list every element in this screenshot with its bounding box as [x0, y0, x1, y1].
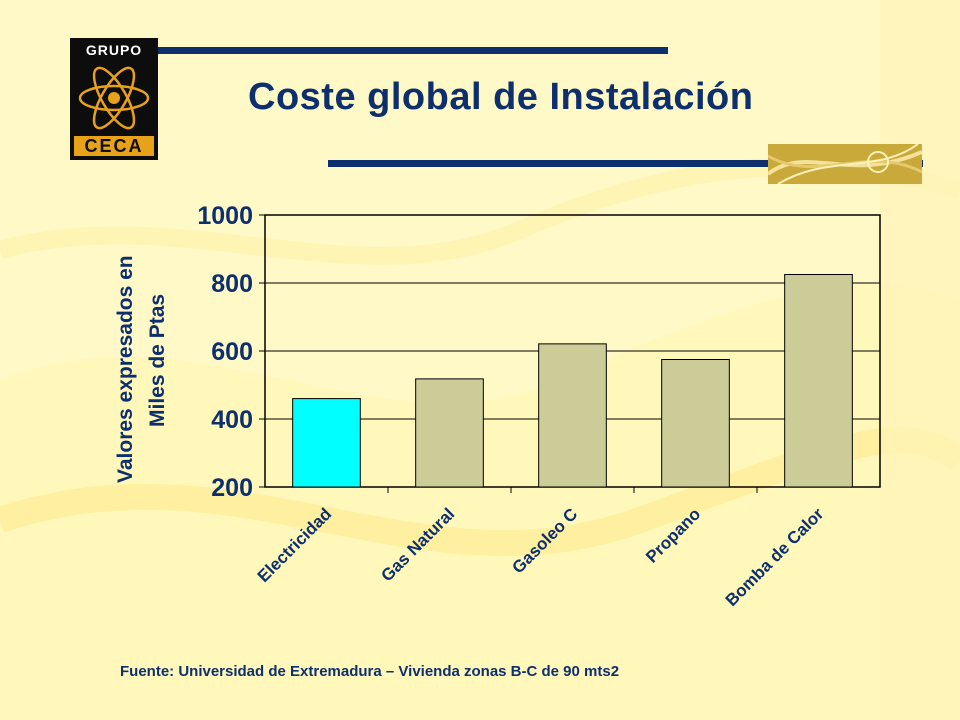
- decorative-texture-image: [768, 144, 922, 184]
- logo-top-text: GRUPO: [85, 42, 143, 58]
- bar-bomba-de-calor: [784, 274, 853, 488]
- logo-bottom-text: CECA: [74, 136, 154, 156]
- y-tick-label: 600: [211, 338, 253, 366]
- y-tick-label: 400: [211, 406, 253, 434]
- bar-gas-natural: [415, 378, 484, 488]
- x-tick-label: Gas Natural: [377, 504, 458, 585]
- chart-bars: [292, 274, 853, 488]
- y-tick-label: 1000: [197, 202, 253, 230]
- page-title: Coste global de Instalación: [248, 76, 754, 118]
- bar-propano: [661, 359, 730, 488]
- atom-icon: [78, 66, 150, 130]
- x-tick-label: Gasoleo C: [508, 504, 581, 577]
- x-tick-label: Propano: [642, 504, 704, 566]
- x-tick-label: Electricidad: [254, 504, 336, 586]
- bar-electricidad: [292, 398, 361, 488]
- y-tick-label: 200: [211, 474, 253, 502]
- grupo-ceca-logo: GRUPO CECA: [70, 38, 158, 160]
- y-axis-ticks: 1000 800 600 400 200: [197, 202, 265, 502]
- y-axis-label-line2: Miles de Ptas: [146, 294, 169, 427]
- source-note: Fuente: Universidad de Extremadura – Viv…: [120, 663, 620, 680]
- x-tick-label: Bomba de Calor: [722, 504, 828, 610]
- bar-gasoleo-c: [538, 343, 607, 488]
- title-rule-bottom: [328, 160, 923, 167]
- y-axis-label-line1: Valores expresados en: [114, 255, 137, 483]
- x-axis-ticks: Electricidad Gas Natural Gasoleo C Propano B…: [254, 487, 828, 610]
- y-tick-label: 800: [211, 270, 253, 298]
- title-rule-top: [158, 47, 668, 54]
